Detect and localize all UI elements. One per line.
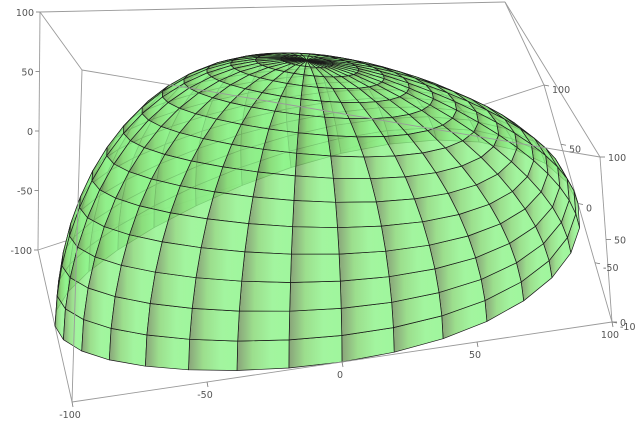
surface-patch [189,339,238,370]
surface-patch [242,252,292,283]
left-tick: -50 [17,187,39,198]
tick-mark [342,362,343,367]
surface-patch [297,133,331,156]
surface-patch [238,311,290,341]
tick-mark [72,402,73,407]
x-tick: 0 [337,362,343,381]
tick-mark [595,263,600,264]
y-tick: -50 [595,263,619,274]
tick-label: 100 [552,85,570,96]
tick-mark [207,382,208,387]
tick-mark [612,322,613,327]
surface-patch [162,213,207,248]
surface-patch [150,272,196,308]
tick-label: 100 [601,330,619,341]
tick-label: 100 [608,153,626,164]
surface-patch [237,340,289,371]
box-edge-back [40,12,82,70]
left-tick: 100 [16,8,40,19]
y-tick: 0 [578,204,592,215]
surface-patch [249,197,294,227]
tick-mark [561,144,566,145]
tick-label: -50 [197,390,213,401]
box-edge-back [505,2,544,85]
surface-patch [295,153,333,178]
left-tick: 50 [21,68,39,79]
surface-patch [291,254,341,282]
tick-label: 0 [620,318,626,329]
tick-label: 50 [469,350,481,361]
surface-patch [300,99,325,117]
tick-label: -100 [10,246,32,257]
surface-patch [258,149,297,176]
left-tick: 0 [27,127,39,138]
left-tick: -100 [10,246,38,257]
surface-patch [245,224,293,255]
surface-patch [239,281,290,311]
surface-patch [294,176,336,202]
z-tick: 0 [612,318,626,329]
surface-patch [331,156,371,179]
tick-label: -50 [17,187,33,198]
tick-mark [544,85,549,86]
tick-label: 0 [337,370,343,381]
surface-patch [338,226,386,254]
tick-label: 50 [21,68,33,79]
surface-patch [253,172,295,201]
surface-patch [147,304,192,340]
x-tick: 50 [469,342,481,361]
surface-patch [339,251,389,281]
z-tick: 100 [600,153,626,164]
surface-patch [201,219,249,252]
tick-mark [578,204,583,205]
surface-patch [145,335,189,370]
surface-patch [289,308,342,340]
surface-patch [293,201,338,228]
tick-label: 0 [586,204,592,215]
surface-patch [190,308,240,341]
tick-label: -100 [59,410,81,421]
dome-surface [55,53,580,371]
surface-patch [336,202,382,228]
tick-label: 50 [569,144,581,155]
surface-patch [192,278,242,311]
surface-patch [298,115,328,136]
surface-patch [291,227,339,255]
surface-patch [301,86,321,101]
surface-patch [333,178,376,202]
x-tick: 100 [601,322,619,341]
x-tick: -100 [59,402,81,421]
tick-label: -50 [603,263,619,274]
surface-patch [155,242,201,278]
box-edge-back [40,2,505,12]
surface-patch [196,248,245,282]
z-tick: 50 [606,236,626,247]
tick-label: 0 [27,127,33,138]
y-tick: 100 [544,85,570,96]
tick-label: 50 [614,236,626,247]
x-tick: -50 [197,382,213,401]
tick-label: 100 [16,8,34,19]
tick-mark [477,342,478,347]
surface-patch [376,199,422,226]
surface-patch [207,192,253,224]
surface-patch [290,281,342,311]
